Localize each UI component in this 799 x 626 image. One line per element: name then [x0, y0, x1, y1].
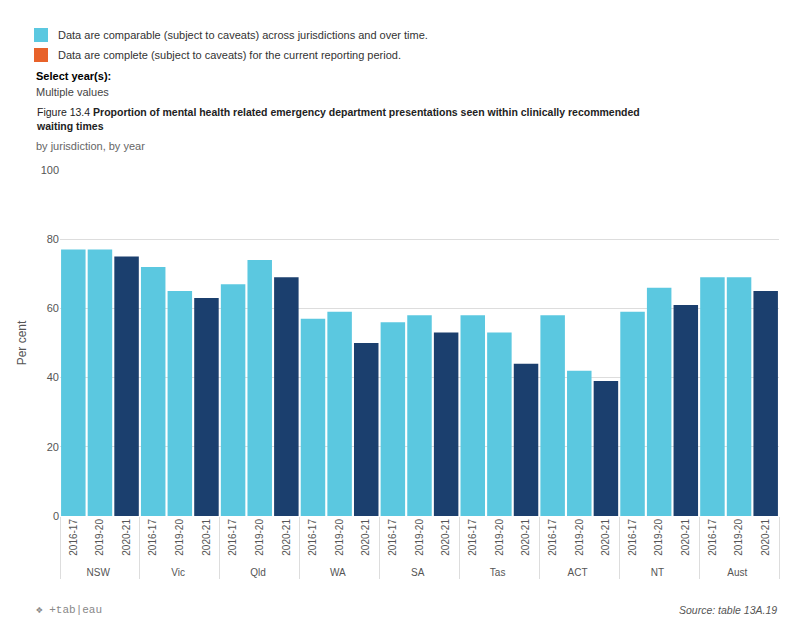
svg-text:Vic: Vic [171, 567, 185, 578]
svg-text:Data are comparable (subject t: Data are comparable (subject to caveats)… [58, 29, 428, 41]
svg-text:ACT: ACT [568, 567, 588, 578]
svg-text:2020-21: 2020-21 [760, 519, 771, 556]
svg-text:2016-17: 2016-17 [547, 519, 558, 556]
svg-text:0: 0 [53, 510, 59, 522]
svg-text:❖ +tab|eau: ❖ +tab|eau [36, 604, 102, 616]
svg-text:Figure 13.4 Proportion of ment: Figure 13.4 Proportion of mental health … [36, 106, 640, 132]
svg-text:2016-17: 2016-17 [307, 519, 318, 556]
svg-text:80: 80 [47, 233, 59, 245]
svg-text:2020-21: 2020-21 [201, 519, 212, 556]
svg-text:2019-20: 2019-20 [574, 519, 585, 556]
svg-text:2020-21: 2020-21 [281, 519, 292, 556]
svg-text:Source: table 13A.19: Source: table 13A.19 [679, 604, 777, 616]
svg-text:Data are complete (subject to: Data are complete (subject to caveats) f… [58, 49, 401, 61]
svg-text:60: 60 [47, 302, 59, 314]
svg-text:2016-17: 2016-17 [627, 519, 638, 556]
svg-text:2019-20: 2019-20 [653, 519, 664, 556]
svg-text:Aust: Aust [727, 567, 747, 578]
svg-text:2019-20: 2019-20 [254, 519, 265, 556]
svg-text:2019-20: 2019-20 [94, 519, 105, 556]
svg-text:Multiple values: Multiple values [36, 86, 109, 98]
svg-text:100: 100 [41, 164, 59, 176]
svg-text:NSW: NSW [87, 567, 111, 578]
svg-text:by jurisdiction, by year: by jurisdiction, by year [36, 140, 145, 152]
svg-text:2016-17: 2016-17 [467, 519, 478, 556]
svg-text:2020-21: 2020-21 [600, 519, 611, 556]
svg-text:2020-21: 2020-21 [440, 519, 451, 556]
svg-text:Qld: Qld [250, 567, 266, 578]
svg-text:2020-21: 2020-21 [680, 519, 691, 556]
svg-text:2016-17: 2016-17 [147, 519, 158, 556]
svg-text:2016-17: 2016-17 [227, 519, 238, 556]
svg-text:2020-21: 2020-21 [520, 519, 531, 556]
svg-text:2019-20: 2019-20 [414, 519, 425, 556]
svg-text:Select year(s):: Select year(s): [36, 70, 111, 82]
svg-text:Per cent: Per cent [15, 320, 29, 365]
svg-text:2016-17: 2016-17 [68, 519, 79, 556]
svg-text:SA: SA [411, 567, 425, 578]
svg-text:2020-21: 2020-21 [121, 519, 132, 556]
svg-text:40: 40 [47, 371, 59, 383]
svg-text:2016-17: 2016-17 [707, 519, 718, 556]
svg-text:2019-20: 2019-20 [334, 519, 345, 556]
svg-text:2019-20: 2019-20 [174, 519, 185, 556]
svg-text:2019-20: 2019-20 [733, 519, 744, 556]
svg-text:2020-21: 2020-21 [360, 519, 371, 556]
svg-text:2016-17: 2016-17 [387, 519, 398, 556]
svg-text:20: 20 [47, 441, 59, 453]
svg-text:WA: WA [330, 567, 346, 578]
svg-text:Tas: Tas [490, 567, 506, 578]
svg-text:NT: NT [651, 567, 664, 578]
svg-text:2019-20: 2019-20 [494, 519, 505, 556]
